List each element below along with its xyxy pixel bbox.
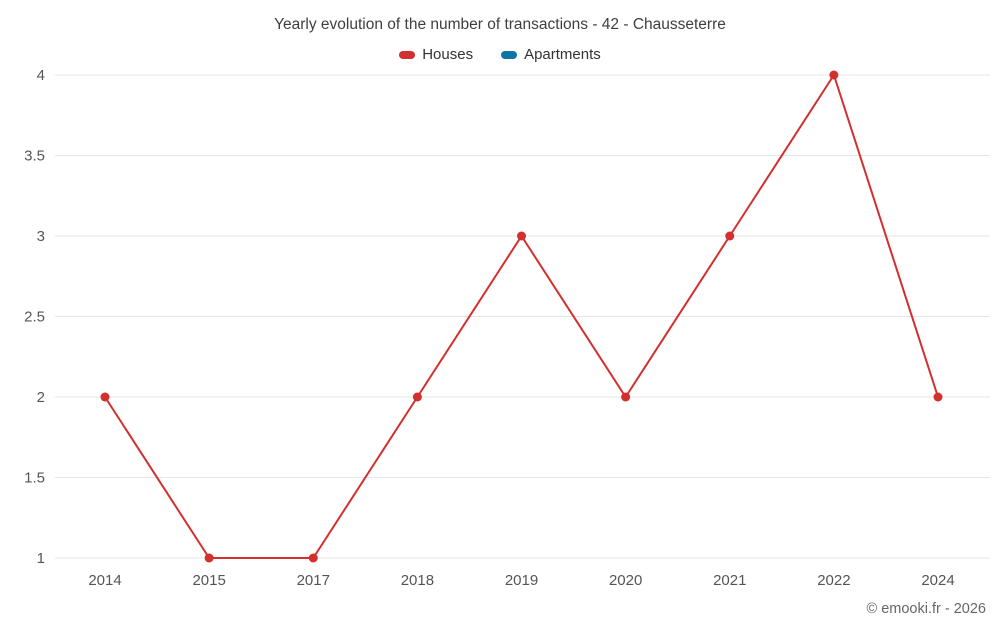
data-point-houses-2021 — [725, 231, 735, 241]
chart-title: Yearly evolution of the number of transa… — [274, 16, 726, 33]
data-point-houses-2017 — [308, 553, 318, 563]
data-point-houses-2019 — [517, 231, 526, 241]
legend: Houses Apartments — [0, 46, 1000, 63]
x-tick-label-2021: 2021 — [713, 572, 746, 589]
x-tick-label-2015: 2015 — [192, 572, 225, 589]
y-tick-label-3.5: 3.5 — [24, 148, 45, 165]
y-tick-label-2.5: 2.5 — [24, 309, 45, 326]
legend-label-apartments: Apartments — [524, 46, 601, 63]
x-tick-label-2019: 2019 — [505, 572, 538, 589]
y-tick-label-3: 3 — [37, 228, 45, 245]
data-point-houses-2024 — [933, 392, 943, 402]
x-tick-label-2020: 2020 — [609, 572, 642, 589]
x-tick-label-2014: 2014 — [88, 572, 121, 589]
data-point-houses-2018 — [412, 392, 422, 402]
legend-marker-icon-houses — [399, 50, 416, 59]
y-tick-label-2: 2 — [37, 389, 45, 406]
legend-item-apartments[interactable]: Apartments — [501, 46, 601, 63]
legend-item-houses[interactable]: Houses — [399, 46, 473, 63]
y-tick-label-1: 1 — [37, 550, 45, 567]
x-tick-label-2024: 2024 — [921, 572, 954, 589]
data-point-houses-2020 — [621, 392, 631, 402]
legend-marker-icon-apartments — [501, 50, 518, 59]
x-tick-label-2018: 2018 — [401, 572, 434, 589]
x-tick-label-2017: 2017 — [297, 572, 330, 589]
data-point-houses-2022 — [829, 70, 839, 80]
data-point-houses-2015 — [204, 553, 214, 563]
y-tick-label-4: 4 — [37, 67, 45, 84]
copyright-attribution: © emooki.fr - 2026 — [866, 601, 986, 617]
x-tick-label-2022: 2022 — [817, 572, 850, 589]
data-point-houses-2014 — [100, 392, 110, 402]
legend-label-houses: Houses — [422, 46, 474, 63]
y-tick-label-1.5: 1.5 — [24, 470, 45, 487]
